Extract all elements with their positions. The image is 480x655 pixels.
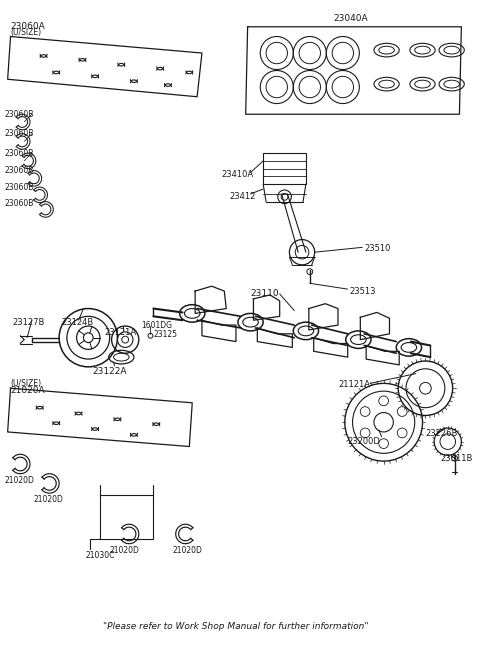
Text: 23060B: 23060B bbox=[5, 110, 34, 119]
Text: (U/SIZE): (U/SIZE) bbox=[11, 28, 42, 37]
Text: 23127B: 23127B bbox=[12, 318, 45, 328]
Text: 23060B: 23060B bbox=[5, 199, 34, 208]
Text: 23060B: 23060B bbox=[5, 129, 34, 138]
Text: 23110: 23110 bbox=[251, 289, 279, 298]
Text: 23060B: 23060B bbox=[5, 166, 34, 175]
Bar bbox=[100, 495, 154, 539]
Text: 21020D: 21020D bbox=[34, 495, 64, 504]
Text: 23040A: 23040A bbox=[333, 14, 368, 23]
Text: 23226B: 23226B bbox=[425, 429, 458, 438]
Text: 23060B: 23060B bbox=[5, 149, 34, 158]
Text: 23412: 23412 bbox=[229, 192, 255, 201]
Text: 23200D: 23200D bbox=[348, 437, 381, 446]
Text: 21030C: 21030C bbox=[85, 552, 115, 561]
Text: 23125: 23125 bbox=[154, 330, 178, 339]
Text: (U/SIZE): (U/SIZE) bbox=[11, 379, 42, 388]
Text: 21020D: 21020D bbox=[5, 476, 35, 485]
Text: 23510: 23510 bbox=[364, 244, 391, 253]
Text: "Please refer to Work Shop Manual for further information": "Please refer to Work Shop Manual for fu… bbox=[103, 622, 369, 631]
Text: 23060B: 23060B bbox=[5, 183, 34, 192]
Text: 23311B: 23311B bbox=[440, 455, 472, 463]
Text: 23124B: 23124B bbox=[61, 318, 93, 328]
Text: 23410A: 23410A bbox=[221, 170, 253, 179]
Text: 21020A: 21020A bbox=[11, 386, 45, 395]
Text: 21020D: 21020D bbox=[173, 546, 203, 555]
Text: 21121A: 21121A bbox=[338, 381, 370, 390]
Text: 23122A: 23122A bbox=[92, 367, 127, 376]
Text: 1601DG: 1601DG bbox=[141, 321, 172, 330]
Text: 23513: 23513 bbox=[349, 287, 376, 296]
Text: 23060A: 23060A bbox=[11, 22, 45, 31]
Text: 23121A: 23121A bbox=[105, 328, 137, 337]
Text: 21020D: 21020D bbox=[109, 546, 140, 555]
Bar bbox=[263, 153, 306, 184]
